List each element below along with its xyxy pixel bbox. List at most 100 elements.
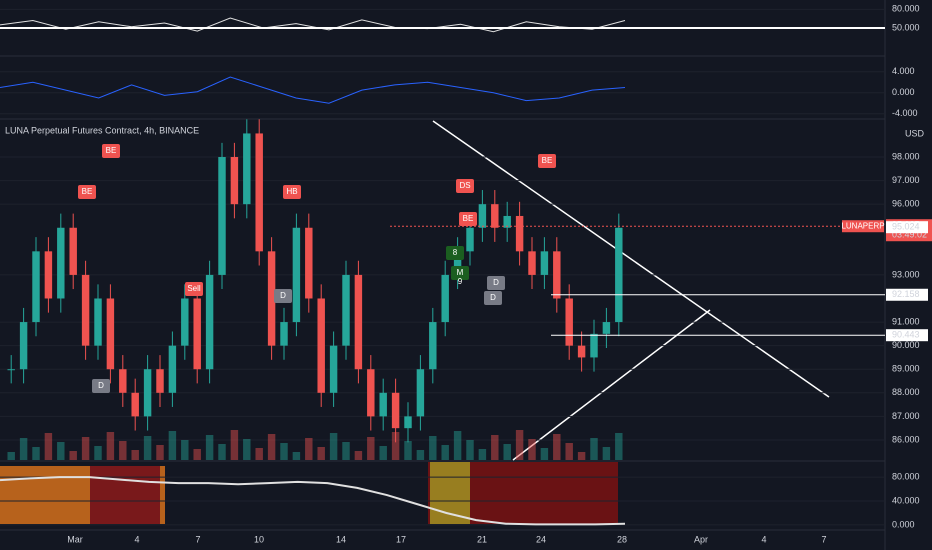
x-tick-label: 7 [821,534,826,544]
y-tick-label: 4.000 [892,66,915,76]
candle [540,251,549,275]
volume-bar [478,449,487,460]
candle [119,369,127,393]
candle [243,133,251,205]
x-tick-label: 28 [617,534,627,544]
volume-bar [57,442,65,460]
annotation: D [98,381,104,390]
x-tick-label: 7 [195,534,200,544]
candle [131,392,139,417]
candle [218,157,226,275]
candle [354,274,363,370]
volume-bar [503,444,511,460]
volume-bar [267,434,276,460]
annotation-box [451,266,469,280]
y-tick-label: -4.000 [892,108,918,118]
volume-bar [453,431,462,460]
volume-bar [528,439,536,460]
annotation-box [283,185,301,199]
candle [280,322,288,346]
candle [441,274,449,323]
volume-bar [602,447,611,460]
annotation-box [274,289,292,303]
volume-bar [553,434,561,460]
annotation-box [484,291,502,305]
volume-bar [441,445,449,460]
candle [503,215,511,228]
candle [156,369,164,393]
candle [491,204,499,228]
volume-bar [230,430,239,460]
candle [292,227,301,323]
level-label: 92.158 [892,289,920,299]
volume-bar [280,443,288,460]
candle [553,251,561,299]
y-tick-label: 90.000 [892,340,920,350]
symbol-tag [842,220,884,233]
x-tick-label: 14 [336,534,346,544]
annotation-box [459,212,477,226]
candle [205,274,214,370]
level-label: 90.443 [892,330,920,340]
annotation: 8 [453,248,458,257]
candle [181,298,189,346]
candle [379,392,387,417]
level-tag [886,221,928,234]
annotation-box [78,185,96,199]
annotation: HB [286,187,297,196]
annotation-box [456,179,474,193]
annotation-box [92,379,110,393]
volume-bar [181,440,189,460]
annotation: 9 [458,277,463,286]
volume-bar [119,441,127,460]
volume-bar [342,442,350,460]
candle [515,215,524,252]
annotation: BE [463,214,474,223]
volume-bar [379,446,387,460]
volume-bar [292,452,301,460]
volume-bar [32,447,40,460]
macd-line [0,76,626,104]
volume-bar [131,450,139,460]
volume-bar [44,433,53,460]
candle [615,227,623,323]
candle [7,369,15,371]
candle [255,133,263,252]
annotation-box [446,246,464,260]
y-tick-label: 86.000 [892,434,920,444]
y-tick-label: 91.000 [892,316,920,326]
trend-line [432,120,830,398]
candle [57,227,65,299]
y-tick-label: 98.000 [892,151,920,161]
volume-bar [106,432,115,460]
y-tick-label: 50.000 [892,22,920,32]
candle [106,298,115,370]
volume-bar [466,440,474,460]
y-tick-label: 89.000 [892,364,920,374]
volume-bar [317,447,325,460]
volume-bar [19,438,28,460]
volume-bar [243,439,251,460]
x-tick-label: 17 [396,534,406,544]
candle [193,298,201,370]
volume-bar [577,452,586,460]
y-tick-label: 97.000 [892,175,920,185]
annotation: D [490,293,496,302]
candle [230,157,239,205]
candle [32,251,40,323]
volume-bar [615,433,623,460]
x-tick-label: Mar [67,534,83,544]
annotation: DS [459,181,470,190]
volume-bar [205,435,214,460]
x-tick-label: 4 [761,534,766,544]
candle [478,204,487,228]
candle [577,345,586,358]
volume-bar [491,435,499,460]
volume-bar [391,432,400,460]
candle [404,416,412,429]
volume-bar [590,438,598,460]
level-tag [886,329,928,342]
volume-bar [255,448,263,460]
candle [391,392,400,429]
volume-bar [168,431,177,460]
